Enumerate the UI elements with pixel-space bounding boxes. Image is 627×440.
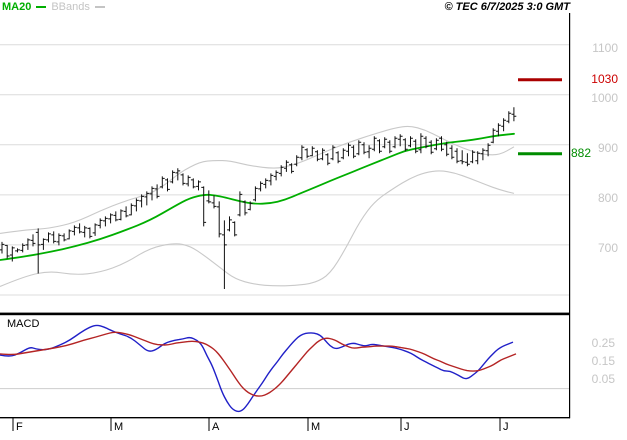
macd-axis-label: 0.15 [591, 353, 615, 368]
price-axis-label: 700 [597, 241, 618, 256]
month-label: J [503, 420, 509, 433]
ohlc-price-bars [0, 107, 517, 289]
copyright-timestamp: © TEC 6/7/2025 3:0 GMT [444, 1, 571, 13]
month-label: M [114, 420, 124, 433]
panel-separator [0, 312, 570, 316]
macd-axis-label: 0.05 [591, 372, 615, 386]
price-axis-label: 800 [597, 191, 618, 206]
macd-signal-line [0, 331, 517, 397]
support-level-label: 882 [571, 145, 592, 160]
price-axis-label: 1000 [591, 91, 618, 106]
legend-bbands-label: BBands [51, 1, 90, 13]
month-label: J [404, 420, 410, 433]
macd-panel-title: MACD [7, 318, 40, 330]
macd-line [0, 324, 514, 413]
legend-ma20-label: MA20 [2, 1, 32, 13]
bbands-line-swatch-icon [94, 6, 105, 8]
month-label: M [311, 420, 321, 433]
month-label: F [16, 420, 23, 433]
resistance-level-label: 1030 [591, 71, 618, 86]
bollinger-lower-band [0, 170, 515, 288]
price-axis-label: 1100 [592, 41, 618, 56]
ma20-line-swatch-icon [36, 6, 47, 8]
macd-axis-label: 0.25 [591, 335, 615, 350]
price-axis-label: 900 [597, 141, 618, 156]
month-label: A [212, 420, 220, 433]
chart-legend: MA20 BBands [2, 1, 105, 13]
ma20-line [0, 132, 515, 261]
